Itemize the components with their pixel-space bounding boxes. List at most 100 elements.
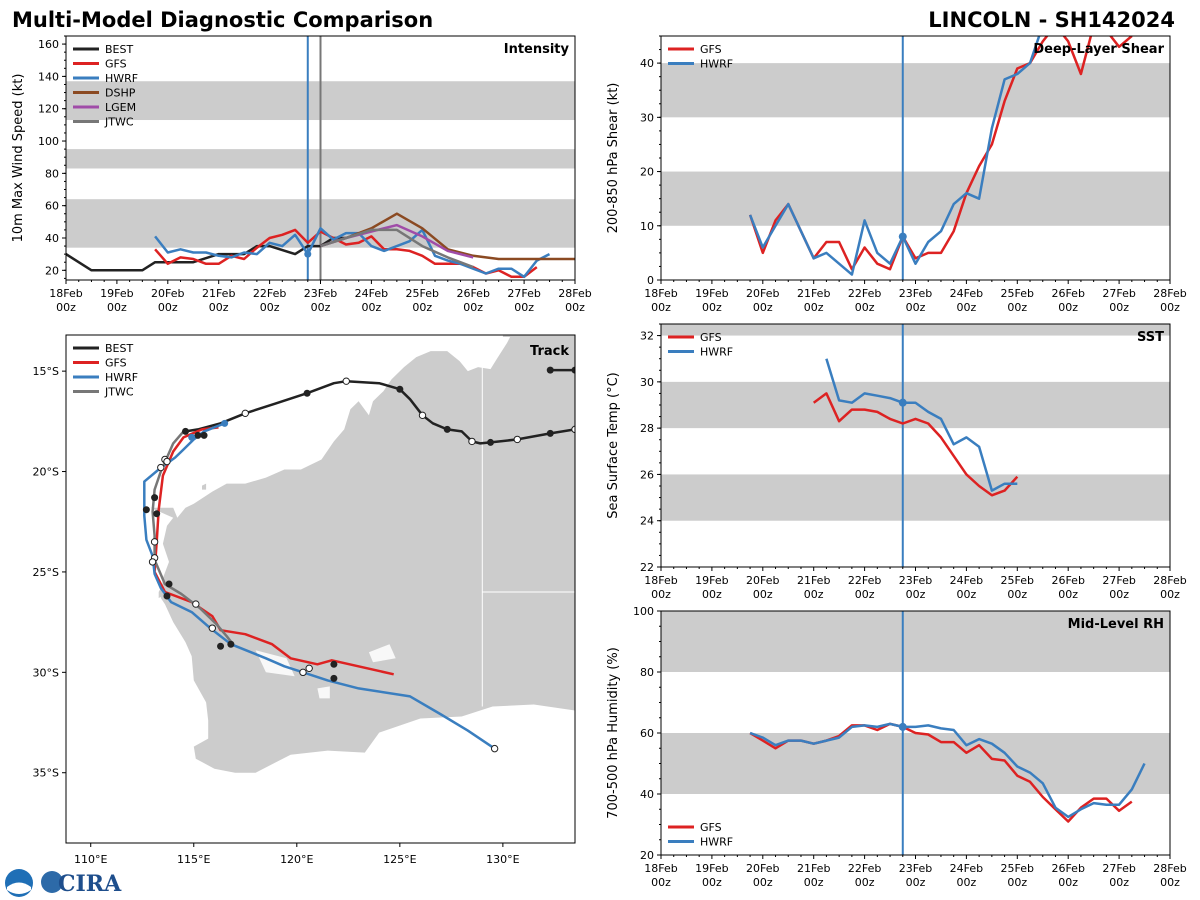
sst-series-gfs [812, 392, 1019, 497]
rh-panel-title: Mid-Level RH [1068, 617, 1164, 632]
shear-x-tick-hour: 00z [702, 301, 722, 314]
track-position-marker [208, 624, 217, 632]
sst-x-tick-date: 21Feb [797, 574, 830, 587]
sst-x-tick-hour: 00z [753, 588, 773, 601]
track-position-marker [163, 457, 171, 466]
storm-id: LINCOLN - SH142024 [928, 8, 1175, 32]
intensity-legend-label-best: BEST [105, 43, 133, 56]
salt-lake [317, 686, 330, 699]
sst-y-tick-label: 28 [640, 422, 654, 435]
intensity-y-tick-label: 100 [38, 135, 59, 148]
sst-plot-area [661, 324, 1170, 567]
intensity-series-hwrf [154, 227, 551, 279]
intensity-x-tick-date: 19Feb [100, 287, 133, 300]
rh-y-axis-label: 700-500 hPa Humidity (%) [606, 647, 621, 819]
rh-x-tick-date: 21Feb [797, 862, 830, 875]
rh-x-tick-hour: 00z [906, 876, 926, 889]
rh-x-tick-hour: 00z [702, 876, 722, 889]
intensity-x-tick-hour: 00z [107, 301, 127, 314]
track-x-tick-label: 125°E [383, 853, 416, 866]
intensity-y-tick-label: 60 [45, 200, 59, 213]
rh-plot-area [661, 611, 1170, 855]
intensity-legend-label-jtwc: JTWC [104, 116, 134, 129]
noaa-wave-icon [7, 882, 31, 894]
shear-x-tick-hour: 00z [1160, 301, 1180, 314]
sst-x-tick-date: 26Feb [1051, 574, 1084, 587]
track-position-marker [330, 660, 338, 668]
intensity-y-tick-label: 120 [38, 103, 59, 116]
intensity-x-tick-hour: 00z [514, 301, 534, 314]
track-position-marker [153, 510, 161, 518]
track-x-tick-label: 130°E [486, 853, 519, 866]
shear-band [661, 63, 1170, 118]
intensity-panel-title: Intensity [504, 42, 570, 57]
track-position-marker [200, 431, 208, 439]
track-position-marker [490, 744, 499, 753]
track-y-tick-label: 25°S [33, 566, 59, 579]
shear-panel: 18Feb00z19Feb00z20Feb00z21Feb00z22Feb00z… [606, 35, 1187, 314]
shear-legend-label-gfs: GFS [700, 43, 722, 56]
intensity-hwrf-current-point [304, 250, 312, 258]
track-position-marker [194, 431, 202, 439]
sst-x-tick-date: 23Feb [899, 574, 932, 587]
rh-x-tick-date: 20Feb [746, 862, 779, 875]
shear-x-tick-date: 22Feb [848, 287, 881, 300]
intensity-x-tick-hour: 00z [56, 301, 76, 314]
shear-x-tick-date: 26Feb [1051, 287, 1084, 300]
sst-y-tick-label: 32 [640, 330, 654, 343]
sst-x-tick-date: 27Feb [1102, 574, 1135, 587]
rh-x-tick-date: 27Feb [1102, 862, 1135, 875]
rh-panel: 18Feb00z19Feb00z20Feb00z21Feb00z22Feb00z… [606, 605, 1187, 889]
intensity-x-tick-hour: 00z [565, 301, 585, 314]
intensity-x-tick-date: 22Feb [253, 287, 286, 300]
rh-x-tick-date: 25Feb [1001, 862, 1034, 875]
sst-legend-label-hwrf: HWRF [700, 346, 733, 359]
rh-x-tick-date: 23Feb [899, 862, 932, 875]
track-position-marker [221, 419, 229, 427]
rh-x-tick-hour: 00z [855, 876, 875, 889]
track-position-marker [148, 558, 157, 566]
intensity-x-tick-hour: 00z [463, 301, 483, 314]
intensity-y-tick-label: 40 [45, 232, 59, 245]
salt-lake [368, 644, 396, 663]
sst-x-tick-date: 19Feb [695, 574, 728, 587]
intensity-x-tick-hour: 00z [311, 301, 331, 314]
track-y-tick-label: 30°S [33, 666, 59, 679]
cira-logo: CIRA [5, 869, 122, 897]
rh-band [661, 611, 1170, 672]
shear-x-tick-date: 21Feb [797, 287, 830, 300]
sst-x-tick-hour: 00z [855, 588, 875, 601]
sst-x-tick-date: 18Feb [644, 574, 677, 587]
intensity-x-tick-date: 20Feb [151, 287, 184, 300]
figure-title: Multi-Model Diagnostic Comparison [12, 8, 433, 32]
track-position-marker [165, 580, 173, 588]
track-legend-label-jtwc: JTWC [104, 386, 134, 399]
sst-band [661, 381, 1170, 429]
intensity-x-tick-hour: 00z [260, 301, 280, 314]
track-position-marker [217, 642, 225, 650]
intensity-x-tick-date: 23Feb [304, 287, 337, 300]
sst-x-tick-hour: 00z [651, 588, 671, 601]
track-frame [65, 334, 576, 844]
sst-series-hwrf [825, 358, 1018, 492]
shear-x-tick-hour: 00z [906, 301, 926, 314]
rh-x-tick-date: 28Feb [1153, 862, 1186, 875]
track-position-marker [571, 366, 575, 374]
track-position-marker [513, 435, 521, 444]
shear-y-tick-label: 40 [640, 57, 654, 70]
intensity-plot-area [66, 36, 575, 280]
sst-current-point [898, 398, 907, 407]
track-position-marker [396, 385, 404, 393]
track-position-marker [299, 668, 307, 677]
rh-y-tick-label: 100 [633, 605, 654, 618]
shear-x-tick-date: 23Feb [899, 287, 932, 300]
rh-y-tick-label: 80 [640, 666, 654, 679]
rh-x-tick-date: 24Feb [950, 862, 983, 875]
track-position-marker [443, 425, 451, 433]
rh-x-tick-hour: 00z [1109, 876, 1129, 889]
rh-x-tick-hour: 00z [1058, 876, 1078, 889]
shear-x-tick-date: 25Feb [1001, 287, 1034, 300]
shear-y-tick-label: 10 [640, 220, 654, 233]
sst-panel: 18Feb00z19Feb00z20Feb00z21Feb00z22Feb00z… [606, 323, 1187, 601]
